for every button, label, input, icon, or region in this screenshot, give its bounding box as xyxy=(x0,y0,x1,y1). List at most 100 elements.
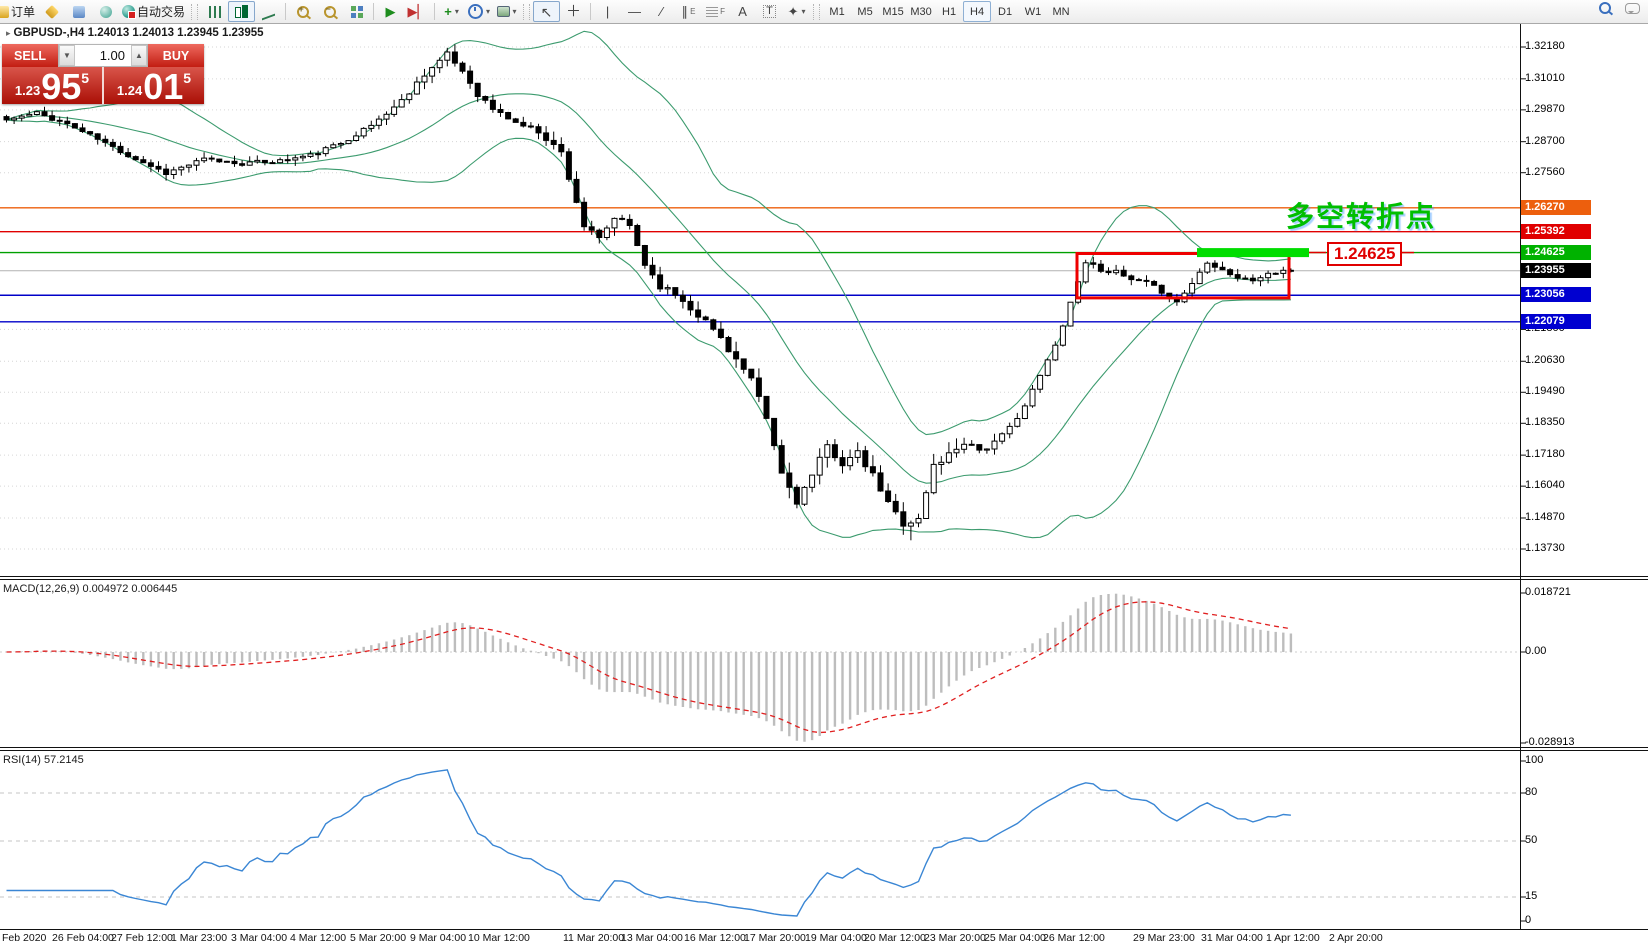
time-axis-label: 3 Mar 04:00 xyxy=(231,932,288,944)
cursor-icon: ↖ xyxy=(540,3,553,20)
vertical-line-icon: | xyxy=(605,4,610,19)
crosshair-icon: ＋ xyxy=(566,3,582,20)
templates-button[interactable]: ▾ xyxy=(493,1,520,22)
terminal-icon xyxy=(72,5,85,18)
price-tick-label: 1.27560 xyxy=(1525,165,1565,178)
tile-windows-button[interactable] xyxy=(343,1,370,22)
macd-tick-label: 0.018721 xyxy=(1525,586,1571,598)
arrows-icon: ✦ xyxy=(787,4,799,19)
text-label-button[interactable]: T xyxy=(756,1,783,22)
search-icon[interactable] xyxy=(1599,2,1611,14)
level-price-flag[interactable]: 1.24625 xyxy=(1327,242,1403,266)
timeframe-button-h4[interactable]: H4 xyxy=(963,1,992,22)
time-axis-label: 26 Mar 12:00 xyxy=(1043,932,1105,944)
toolbar-grip xyxy=(523,3,531,20)
timeframe-button-m30[interactable]: M30 xyxy=(910,5,932,18)
red-box-annotation[interactable] xyxy=(1075,252,1291,300)
price-tick-label: 1.18350 xyxy=(1525,416,1565,429)
time-axis-label: 19 Mar 04:00 xyxy=(805,932,867,944)
bar-chart-button[interactable] xyxy=(201,1,228,22)
timeframe-button-m5[interactable]: M5 xyxy=(857,5,873,18)
toolbar-separator xyxy=(590,3,592,20)
toolbar-grip xyxy=(813,3,821,20)
new-order-icon xyxy=(0,5,9,18)
cursor-button[interactable]: ↖ xyxy=(533,1,561,22)
chevron-down-icon: ▾ xyxy=(454,7,459,16)
navigator-button[interactable] xyxy=(92,1,119,22)
price-badge: 1.25392 xyxy=(1521,223,1591,239)
chat-icon[interactable] xyxy=(1625,2,1640,14)
chart-shift-icon: ▶▏ xyxy=(407,4,428,19)
timeframe-button-w1[interactable]: W1 xyxy=(1024,5,1042,18)
vertical-line-button[interactable]: | xyxy=(594,1,621,22)
time-axis-label: 17 Mar 20:00 xyxy=(744,932,806,944)
price-tick-label: 1.19490 xyxy=(1525,385,1565,398)
buy-button[interactable]: BUY xyxy=(148,44,204,67)
chart-shift-button[interactable]: ▶▏ xyxy=(404,1,431,22)
price-badge: 1.23056 xyxy=(1521,287,1591,303)
time-axis-label: 2 Apr 20:00 xyxy=(1329,932,1383,944)
crosshair-button[interactable]: ＋ xyxy=(560,1,587,22)
trendline-button[interactable]: ∕ xyxy=(648,1,675,22)
text-icon: A xyxy=(738,4,747,19)
price-badge: 1.24625 xyxy=(1521,244,1591,260)
chevron-down-icon: ▾ xyxy=(801,7,806,16)
turning-point-annotation[interactable]: 多空转折点 xyxy=(1286,201,1437,232)
templates-icon xyxy=(496,6,510,17)
time-axis-label: 29 Mar 23:00 xyxy=(1133,932,1195,944)
price-badge: 1.23955 xyxy=(1521,262,1591,278)
toolbar-separator xyxy=(434,3,436,20)
autotrading-button[interactable]: 自动交易 xyxy=(119,1,188,22)
zoom-in-icon: + xyxy=(296,4,309,18)
volume-up-button[interactable]: ▲ xyxy=(131,45,147,66)
rsi-tick-label: 0 xyxy=(1525,914,1532,926)
time-axis-label: 20 Mar 12:00 xyxy=(864,932,926,944)
sell-price-display[interactable]: 1.23 95 5 xyxy=(2,67,104,105)
equidistant-channel-button[interactable]: ∥ E xyxy=(681,4,696,19)
new-order-button[interactable]: 订单 xyxy=(0,1,38,22)
price-tick-label: 1.20630 xyxy=(1525,354,1565,367)
fibonacci-icon xyxy=(706,6,719,17)
macd-tick-label: -0.028913 xyxy=(1525,736,1575,748)
line-chart-button[interactable] xyxy=(255,1,282,22)
periods-button[interactable]: ▾ xyxy=(465,1,493,22)
time-axis-label: 27 Feb 12:00 xyxy=(111,932,173,944)
zoom-out-button[interactable]: − xyxy=(316,1,343,22)
time-axis-label: 26 Feb 04:00 xyxy=(52,932,114,944)
zoom-in-button[interactable]: + xyxy=(289,1,316,22)
candlestick-chart-button[interactable] xyxy=(228,1,256,22)
candlestick-chart-icon xyxy=(235,5,249,18)
sell-button[interactable]: SELL xyxy=(2,44,58,67)
autotrading-label: 自动交易 xyxy=(137,5,186,19)
timeframe-button-mn[interactable]: MN xyxy=(1052,5,1070,18)
arrows-button[interactable]: ✦ ▾ xyxy=(783,1,810,22)
toolbar-separator xyxy=(373,3,375,20)
market-watch-button[interactable] xyxy=(38,1,65,22)
terminal-button[interactable] xyxy=(65,1,92,22)
time-axis-label: 1 Apr 12:00 xyxy=(1266,932,1320,944)
timeframe-button-m15[interactable]: M15 xyxy=(882,5,904,18)
timeframe-button-m1[interactable]: M1 xyxy=(829,5,845,18)
price-tick-label: 1.17180 xyxy=(1525,448,1565,461)
time-axis-label: 31 Mar 04:00 xyxy=(1201,932,1263,944)
navigator-icon xyxy=(99,5,112,18)
volume-field[interactable]: 1.00 xyxy=(99,48,125,63)
timeframe-button-d1[interactable]: D1 xyxy=(998,5,1013,18)
buy-price-display[interactable]: 1.24 01 5 xyxy=(104,66,204,107)
indicators-button[interactable]: + ▾ xyxy=(438,1,465,22)
price-badge: 1.22079 xyxy=(1521,313,1591,329)
horizontal-line-button[interactable]: — xyxy=(621,1,648,22)
price-tick-label: 1.14870 xyxy=(1525,510,1565,523)
buy-price-big: 01 xyxy=(143,66,184,107)
price-badge: 1.26270 xyxy=(1521,199,1591,215)
timeframe-button-h1[interactable]: H1 xyxy=(942,5,957,18)
fibonacci-button[interactable]: F xyxy=(702,1,729,22)
auto-scroll-button[interactable]: ▶ xyxy=(377,1,404,22)
green-band-annotation[interactable] xyxy=(1197,248,1309,258)
time-axis-label: 5 Mar 20:00 xyxy=(350,932,407,944)
text-button[interactable]: A xyxy=(729,1,756,22)
line-chart-icon xyxy=(262,3,276,20)
volume-down-button[interactable]: ▼ xyxy=(59,45,75,66)
price-tick-label: 1.28700 xyxy=(1525,134,1565,147)
